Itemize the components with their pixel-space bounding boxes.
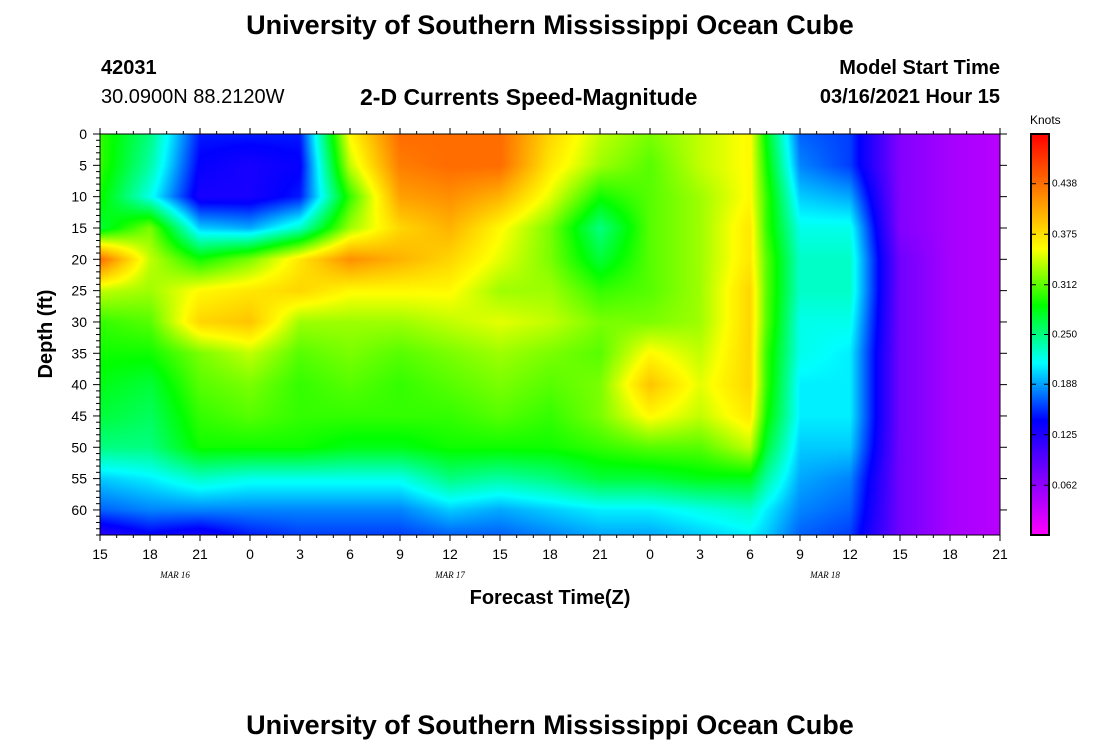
x-tick-label: 15 [892,546,908,562]
y-tick-label: 55 [71,471,87,487]
x-tick-label: 18 [542,546,558,562]
colorbar-tick-label: 0.062 [1052,480,1077,491]
y-axis: 0 5 10 15 20 25 30 35 40 45 50 55 60 [71,126,1007,536]
y-tick-label: 20 [71,251,87,267]
colorbar-tick-label: 0.250 [1052,330,1077,341]
x-tick-label: 9 [396,546,404,562]
heatmap-image [100,134,1000,535]
y-tick-label: 0 [79,126,87,142]
colorbar-ticks: 0.438 0.375 0.312 0.250 0.188 0.125 0.062 [1031,179,1077,491]
colorbar-tick-label: 0.188 [1052,379,1077,390]
x-tick-label: 3 [696,546,704,562]
model-start-value: 03/16/2021 Hour 15 [819,86,1000,108]
x-tick-label: 21 [592,546,608,562]
date-label: MAR 16 [159,570,190,580]
x-tick-label: 18 [142,546,158,562]
chart-title: 2-D Currents Speed-Magnitude [360,84,698,110]
colorbar-label: Knots [1030,113,1061,127]
y-tick-label: 10 [71,189,87,205]
colorbar: Knots 0.438 0.375 0.312 0.250 0.188 0.125 0.06… [1030,113,1077,536]
y-tick-label: 60 [71,502,87,518]
y-tick-label: 40 [71,377,87,393]
date-label: MAR 17 [434,570,465,580]
colorbar-tick-label: 0.312 [1052,280,1077,291]
x-tick-label: 3 [296,546,304,562]
footer-title: University of Southern Mississippi Ocean… [246,710,854,740]
y-axis-title: Depth (ft) [35,290,57,379]
x-axis-title: Forecast Time(Z) [470,587,631,609]
station-id: 42031 [101,57,157,79]
y-tick-label: 30 [71,314,87,330]
x-tick-label: 12 [842,546,858,562]
page-title: University of Southern Mississippi Ocean… [246,10,854,40]
x-tick-label: 9 [796,546,804,562]
y-tick-label: 45 [71,408,87,424]
colorbar-tick-label: 0.438 [1052,179,1077,190]
x-tick-label: 6 [746,546,754,562]
colorbar-tick-label: 0.375 [1052,229,1077,240]
x-tick-label: 18 [942,546,958,562]
y-tick-label: 35 [71,345,87,361]
x-tick-label: 15 [492,546,508,562]
colorbar-tick-label: 0.125 [1052,430,1077,441]
y-tick-label: 5 [79,157,87,173]
x-tick-label: 12 [442,546,458,562]
model-start-label: Model Start Time [839,57,1000,79]
y-tick-label: 50 [71,439,87,455]
x-tick-label: 15 [92,546,108,562]
y-tick-label: 15 [71,220,87,236]
station-location: 30.0900N 88.2120W [101,86,285,108]
x-tick-label: 21 [992,546,1008,562]
x-tick-label: 0 [646,546,654,562]
x-tick-label: 6 [346,546,354,562]
x-tick-label: 0 [246,546,254,562]
date-label: MAR 18 [809,570,840,580]
x-tick-label: 21 [192,546,208,562]
y-tick-label: 25 [71,283,87,299]
